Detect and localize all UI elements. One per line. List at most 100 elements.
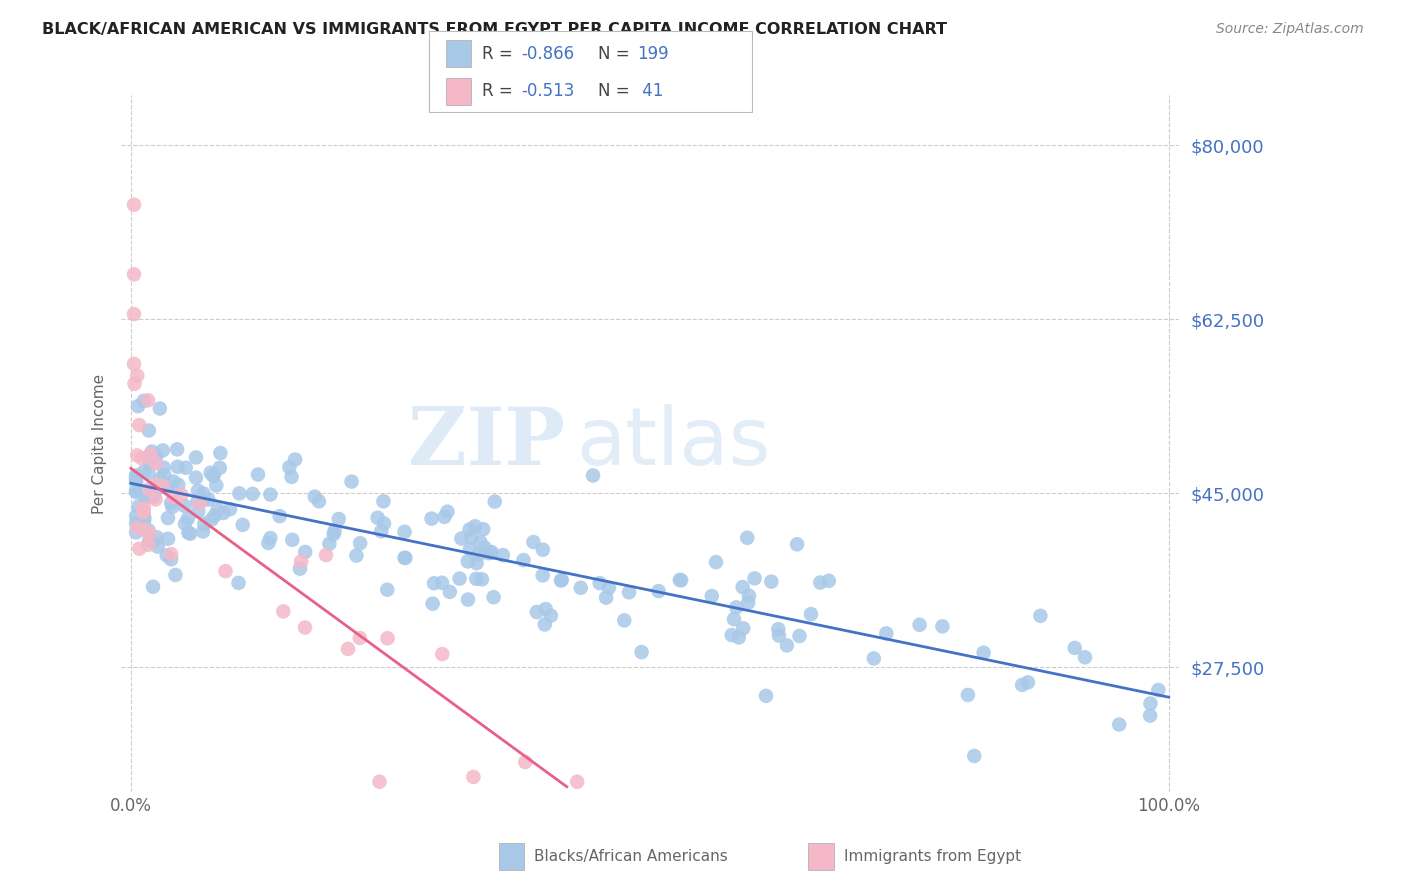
Point	[420, 511, 443, 525]
Point	[315, 548, 337, 562]
Point	[209, 446, 232, 460]
Point	[669, 573, 692, 587]
Point	[149, 401, 172, 416]
Point	[800, 607, 823, 621]
Point	[136, 538, 159, 552]
Point	[375, 582, 398, 597]
Point	[467, 547, 489, 561]
Point	[143, 450, 166, 464]
Point	[422, 597, 444, 611]
Point	[200, 466, 222, 480]
Point	[281, 533, 304, 547]
Point	[735, 531, 758, 545]
Point	[776, 639, 799, 653]
Point	[1017, 675, 1039, 690]
Text: 41: 41	[637, 82, 664, 101]
Point	[723, 612, 745, 626]
Point	[125, 468, 148, 483]
Point	[727, 631, 749, 645]
Point	[193, 486, 215, 500]
Point	[170, 488, 193, 502]
Point	[131, 451, 153, 466]
Point	[589, 576, 612, 591]
Point	[1108, 717, 1130, 731]
Point	[134, 523, 156, 537]
Point	[214, 564, 236, 578]
Point	[141, 483, 163, 498]
Point	[232, 517, 254, 532]
Point	[465, 572, 488, 586]
Point	[457, 554, 479, 568]
Point	[669, 573, 692, 587]
Point	[479, 546, 502, 560]
Point	[155, 481, 177, 495]
Point	[323, 524, 346, 538]
Text: N =: N =	[598, 82, 634, 101]
Point	[207, 502, 229, 516]
Point	[174, 516, 197, 531]
Point	[737, 596, 759, 610]
Point	[228, 575, 250, 590]
Point	[259, 531, 281, 545]
Point	[125, 483, 148, 498]
Point	[149, 472, 172, 486]
Text: atlas: atlas	[575, 404, 770, 483]
Point	[308, 494, 330, 508]
Point	[257, 536, 280, 550]
Point	[145, 449, 167, 463]
Point	[128, 541, 150, 556]
Point	[278, 460, 301, 475]
Point	[394, 550, 416, 565]
Text: Source: ZipAtlas.com: Source: ZipAtlas.com	[1216, 22, 1364, 37]
Point	[337, 642, 360, 657]
Point	[551, 573, 574, 587]
Point	[134, 511, 156, 525]
Point	[122, 307, 145, 321]
Point	[152, 480, 174, 494]
Point	[184, 471, 207, 485]
Point	[550, 574, 572, 588]
Point	[432, 647, 454, 661]
Text: N =: N =	[598, 45, 634, 62]
Point	[515, 755, 537, 769]
Point	[125, 525, 148, 540]
Point	[789, 629, 811, 643]
Point	[738, 589, 761, 603]
Point	[318, 537, 340, 551]
Point	[191, 524, 214, 539]
Point	[142, 488, 165, 502]
Point	[725, 600, 748, 615]
Point	[471, 572, 494, 586]
Point	[288, 562, 311, 576]
Point	[208, 460, 231, 475]
Point	[344, 549, 367, 563]
Point	[269, 509, 291, 524]
Point	[458, 542, 481, 557]
Point	[465, 556, 488, 570]
Point	[567, 774, 589, 789]
Point	[143, 484, 166, 499]
Point	[177, 511, 200, 525]
Point	[186, 494, 208, 508]
Point	[139, 447, 162, 461]
Point	[156, 549, 179, 563]
Point	[187, 483, 209, 498]
Point	[193, 492, 215, 507]
Point	[142, 483, 165, 498]
Point	[481, 545, 503, 559]
Point	[152, 460, 174, 475]
Point	[132, 504, 155, 518]
Text: BLACK/AFRICAN AMERICAN VS IMMIGRANTS FROM EGYPT PER CAPITA INCOME CORRELATION CH: BLACK/AFRICAN AMERICAN VS IMMIGRANTS FRO…	[42, 22, 948, 37]
Point	[617, 585, 640, 599]
Point	[138, 482, 160, 496]
Point	[284, 452, 307, 467]
Point	[433, 509, 456, 524]
Point	[259, 487, 281, 501]
Point	[377, 632, 399, 646]
Point	[188, 496, 211, 510]
Point	[458, 523, 481, 537]
Point	[460, 530, 482, 544]
Point	[817, 574, 839, 588]
Point	[138, 467, 160, 481]
Point	[202, 467, 225, 482]
